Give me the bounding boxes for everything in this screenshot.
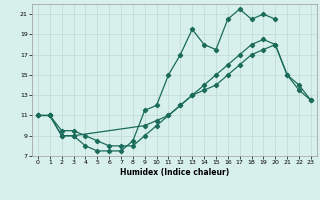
X-axis label: Humidex (Indice chaleur): Humidex (Indice chaleur): [120, 168, 229, 177]
